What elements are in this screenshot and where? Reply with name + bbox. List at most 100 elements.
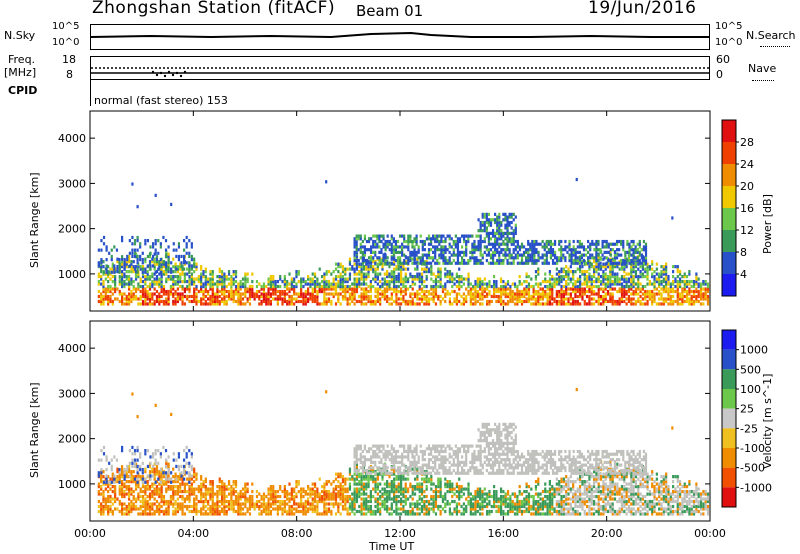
power-cell — [667, 297, 670, 301]
power-cell — [125, 270, 128, 274]
velocity-cell — [355, 482, 359, 486]
power-cell — [548, 270, 551, 274]
power-cell — [595, 262, 598, 266]
velocity-cell — [200, 494, 203, 499]
power-cell — [237, 284, 240, 289]
power-cell — [402, 294, 405, 299]
power-cell — [304, 292, 307, 296]
velocity-cell — [186, 497, 189, 501]
velocity-cell — [339, 512, 342, 516]
power-cell — [458, 250, 462, 254]
power-cell — [281, 289, 284, 294]
power-cell — [211, 287, 214, 291]
power-cell — [283, 279, 286, 284]
power-cell — [283, 277, 286, 281]
power-cell — [265, 302, 268, 306]
power-cell — [283, 292, 286, 296]
velocity-cell — [355, 499, 359, 504]
power-cell — [355, 248, 358, 252]
power-cell — [455, 279, 458, 284]
velocity-cell — [188, 494, 191, 499]
power-cell — [479, 242, 482, 246]
velocity-cell — [220, 482, 224, 486]
power-cell — [393, 272, 396, 276]
velocity-cell — [160, 482, 163, 486]
velocity-cell — [358, 487, 361, 491]
power-cell — [511, 282, 514, 286]
power-cell — [506, 234, 509, 238]
velocity-cell — [353, 472, 356, 476]
power-cell — [427, 248, 431, 252]
velocity-cell — [162, 512, 166, 516]
power-cell — [494, 250, 497, 254]
power-cell — [506, 223, 509, 227]
power-cell — [448, 242, 451, 246]
power-cell — [325, 279, 328, 284]
velocity-cell — [262, 499, 266, 504]
power-cell — [237, 289, 240, 294]
power-cell — [121, 239, 124, 243]
power-cell — [531, 239, 534, 244]
power-cell — [560, 267, 563, 271]
velocity-cell — [209, 482, 212, 486]
power-cell — [502, 261, 505, 265]
power-cell — [679, 282, 682, 286]
power-cell — [432, 250, 435, 254]
power-cell — [565, 284, 568, 289]
power-cell — [351, 282, 354, 286]
velocity-cell — [109, 497, 112, 501]
power-cell — [530, 302, 533, 306]
power-cell — [604, 272, 607, 276]
velocity-cell — [339, 492, 342, 496]
velocity-cell — [100, 512, 103, 516]
power-cell — [620, 282, 624, 286]
cpid-value: normal (fast stereo) 153 — [94, 94, 228, 107]
velocity-cell — [309, 504, 312, 509]
power-cell — [114, 289, 117, 294]
power-cell — [253, 294, 256, 299]
power-cell — [204, 302, 207, 306]
velocity-cell — [218, 499, 221, 504]
power-cell — [662, 297, 665, 301]
power-cell — [134, 274, 138, 279]
power-cell — [611, 282, 614, 286]
power-cell — [358, 270, 361, 274]
power-cell — [496, 229, 499, 233]
power-cell — [496, 220, 499, 225]
power-cell — [141, 258, 144, 262]
power-cell — [605, 245, 608, 249]
power-cell — [471, 256, 474, 260]
power-cell — [611, 242, 615, 246]
power-cell — [479, 248, 482, 252]
velocity-cell — [341, 497, 345, 501]
power-cell — [109, 289, 112, 294]
velocity-cell — [109, 487, 112, 491]
power-cell — [413, 256, 416, 260]
velocity-cell — [186, 482, 189, 486]
power-cell — [588, 294, 591, 299]
power-cell — [634, 274, 638, 279]
power-cell — [130, 289, 133, 294]
power-cell — [597, 297, 600, 301]
power-cell — [616, 252, 619, 256]
velocity-cell — [230, 489, 233, 494]
power-cell — [706, 297, 710, 301]
power-cell — [253, 292, 256, 296]
power-cell — [283, 282, 286, 286]
power-cell — [363, 250, 367, 254]
power-cell — [634, 245, 637, 249]
power-cell — [155, 294, 159, 299]
velocity-cell — [248, 512, 252, 516]
velocity-cell — [220, 499, 224, 504]
velocity-cell — [304, 512, 307, 516]
power-cell — [513, 282, 517, 286]
velocity-cell — [188, 477, 191, 481]
power-cell — [365, 282, 368, 286]
power-cell — [360, 297, 363, 301]
velocity-cell — [323, 509, 326, 514]
power-cell — [160, 262, 163, 266]
velocity-cell — [193, 499, 196, 504]
power-cell — [704, 294, 707, 299]
velocity-cell — [132, 504, 135, 509]
power-cell — [508, 250, 511, 254]
